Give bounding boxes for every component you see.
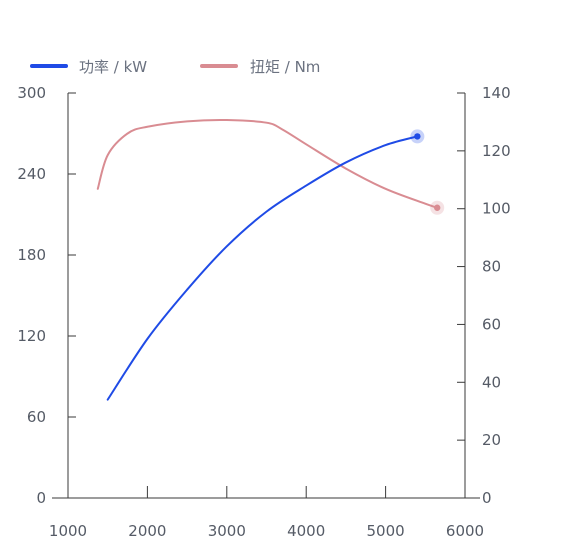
y-right-tick-label: 100 <box>482 200 511 218</box>
y-right-tick-label: 140 <box>482 84 511 102</box>
y-left-tick-label: 120 <box>17 327 46 345</box>
series-endpoint-power <box>414 133 421 140</box>
y-right-tick-label: 20 <box>482 431 501 449</box>
y-left-tick-label: 300 <box>17 84 46 102</box>
legend-label-power: 功率 / kW <box>79 58 147 76</box>
y-left-tick-label: 180 <box>17 246 46 264</box>
y-left-tick-label: 0 <box>36 489 46 507</box>
x-tick-label: 3000 <box>208 522 246 538</box>
y-right-tick-label: 80 <box>482 258 501 276</box>
y-right-tick-label: 60 <box>482 315 501 333</box>
series-line-torque <box>96 118 439 209</box>
y-right-tick-label: 120 <box>482 142 511 160</box>
y-right-tick-label: 40 <box>482 373 501 391</box>
x-tick-label: 2000 <box>128 522 166 538</box>
x-tick-label: 5000 <box>367 522 405 538</box>
series-layer <box>96 118 445 401</box>
x-tick-label: 4000 <box>287 522 325 538</box>
y-left-tick-label: 240 <box>17 165 46 183</box>
series-endpoint-torque <box>434 204 441 211</box>
y-left-tick-label: 60 <box>27 408 46 426</box>
series-line-power <box>106 135 419 401</box>
legend-label-torque: 扭矩 / Nm <box>250 58 320 76</box>
y-right-tick-label: 0 <box>482 489 492 507</box>
x-tick-label: 1000 <box>49 522 87 538</box>
legend: 功率 / kW 扭矩 / Nm <box>30 58 320 76</box>
x-tick-label: 6000 <box>446 522 484 538</box>
